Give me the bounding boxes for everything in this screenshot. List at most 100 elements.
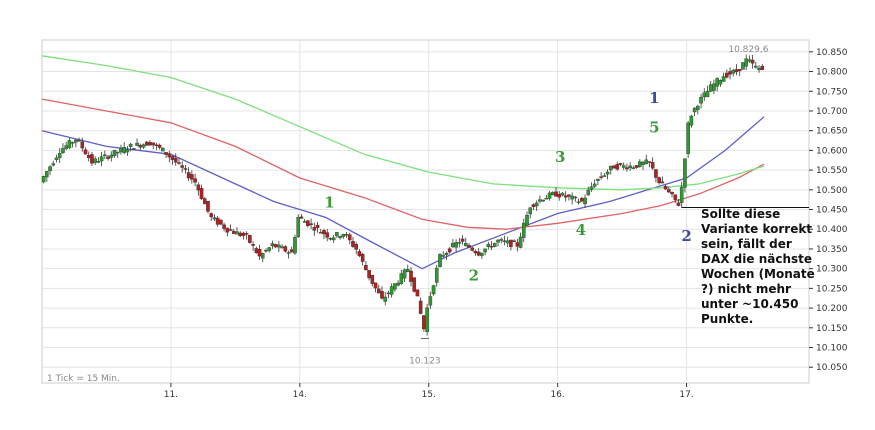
candle-down bbox=[231, 230, 236, 234]
candle-down bbox=[615, 164, 620, 170]
wave-label-2: 2 bbox=[469, 266, 479, 284]
candle-up bbox=[721, 76, 726, 82]
candle-down bbox=[412, 277, 417, 292]
candle-up bbox=[592, 183, 597, 187]
candle-down bbox=[167, 153, 172, 158]
candle-up bbox=[341, 234, 346, 237]
candle-up bbox=[573, 196, 578, 199]
candle-down bbox=[312, 227, 317, 231]
candle-down bbox=[670, 191, 674, 195]
candle-down bbox=[654, 169, 658, 178]
candle-up bbox=[521, 222, 526, 238]
candle-down bbox=[225, 227, 230, 233]
candle-down bbox=[209, 213, 213, 218]
candle-up bbox=[393, 283, 397, 290]
note-line: sein, fällt der bbox=[701, 237, 792, 251]
candle-down bbox=[634, 165, 639, 168]
candle-down bbox=[470, 247, 475, 251]
candle-down bbox=[554, 191, 558, 197]
candle-up bbox=[547, 192, 552, 199]
candle-up bbox=[112, 149, 117, 157]
candle-up bbox=[589, 186, 594, 190]
y-tick-label: 10.250 bbox=[816, 284, 848, 294]
candle-down bbox=[737, 69, 742, 72]
candle-down bbox=[370, 274, 375, 284]
candle-down bbox=[367, 270, 371, 279]
candle-up bbox=[605, 171, 610, 175]
candle-up bbox=[731, 70, 736, 74]
candle-down bbox=[325, 232, 330, 238]
y-axis: 10.050 10.100 10.150 10.200 10.250 10.300 10.3… bbox=[809, 48, 848, 373]
candle-up bbox=[141, 144, 146, 148]
candle-up bbox=[463, 242, 468, 247]
candle-down bbox=[673, 194, 678, 200]
candle-down bbox=[138, 144, 143, 148]
candle-down bbox=[157, 144, 162, 148]
candle-down bbox=[618, 163, 623, 165]
candle-down bbox=[750, 59, 755, 64]
candle-up bbox=[293, 237, 297, 254]
x-axis: 11. 14. 15. 16. 17. bbox=[164, 383, 694, 400]
candle-up bbox=[96, 161, 101, 163]
candle-up bbox=[525, 215, 529, 226]
candle-up bbox=[715, 78, 719, 87]
candle-up bbox=[302, 221, 307, 223]
candle-up bbox=[457, 242, 462, 244]
candle-down bbox=[154, 144, 159, 146]
candle-down bbox=[531, 204, 536, 207]
candle-down bbox=[364, 265, 368, 271]
candle-up bbox=[708, 84, 713, 92]
x-tick-label: 15. bbox=[422, 390, 436, 400]
candle-up bbox=[699, 96, 703, 104]
candle-up bbox=[505, 240, 510, 244]
candle-down bbox=[254, 248, 259, 254]
candle-up bbox=[431, 285, 436, 295]
candle-up bbox=[492, 242, 497, 247]
candle-down bbox=[199, 188, 204, 200]
wave-label-7: 2 bbox=[681, 227, 691, 245]
candle-down bbox=[563, 195, 568, 198]
moving-average-line-2 bbox=[41, 98, 765, 230]
candle-up bbox=[54, 157, 59, 161]
candle-down bbox=[360, 253, 365, 262]
candle-up bbox=[689, 115, 694, 126]
note-line: Wochen (Monate bbox=[701, 267, 815, 281]
candle-up bbox=[70, 142, 75, 144]
candle-down bbox=[663, 185, 668, 190]
candle-down bbox=[257, 249, 262, 257]
candle-down bbox=[177, 162, 181, 164]
y-tick-label: 10.800 bbox=[816, 68, 848, 78]
y-tick-label: 10.150 bbox=[816, 324, 848, 334]
candle-down bbox=[273, 244, 278, 248]
candle-down bbox=[647, 161, 652, 163]
grid bbox=[42, 40, 809, 383]
candle-up bbox=[93, 158, 97, 163]
candle-up bbox=[631, 167, 636, 169]
candle-up bbox=[499, 239, 504, 241]
x-tick-label: 11. bbox=[164, 390, 178, 400]
note-line: ?) nicht mehr bbox=[701, 282, 791, 296]
candle-down bbox=[557, 194, 562, 198]
candle-up bbox=[609, 165, 613, 171]
candle-down bbox=[612, 165, 616, 169]
candle-down bbox=[299, 216, 304, 219]
note-line: Sollte diese bbox=[701, 207, 781, 221]
candle-up bbox=[45, 171, 49, 178]
candle-up bbox=[744, 58, 748, 67]
candle-up bbox=[161, 147, 165, 152]
wave-label-3: 3 bbox=[555, 148, 565, 166]
candle-up bbox=[270, 243, 275, 247]
candle-up bbox=[628, 165, 632, 168]
candle-down bbox=[415, 289, 420, 297]
y-tick-label: 10.100 bbox=[816, 344, 848, 354]
candle-down bbox=[344, 234, 349, 236]
candle-down bbox=[164, 152, 168, 155]
candle-up bbox=[757, 67, 761, 71]
candle-down bbox=[357, 251, 362, 257]
candle-up bbox=[212, 217, 217, 220]
candle-up bbox=[399, 273, 404, 284]
candle-up bbox=[502, 240, 507, 242]
candle-up bbox=[621, 165, 626, 168]
candle-up bbox=[296, 217, 301, 237]
candle-down bbox=[667, 189, 671, 193]
